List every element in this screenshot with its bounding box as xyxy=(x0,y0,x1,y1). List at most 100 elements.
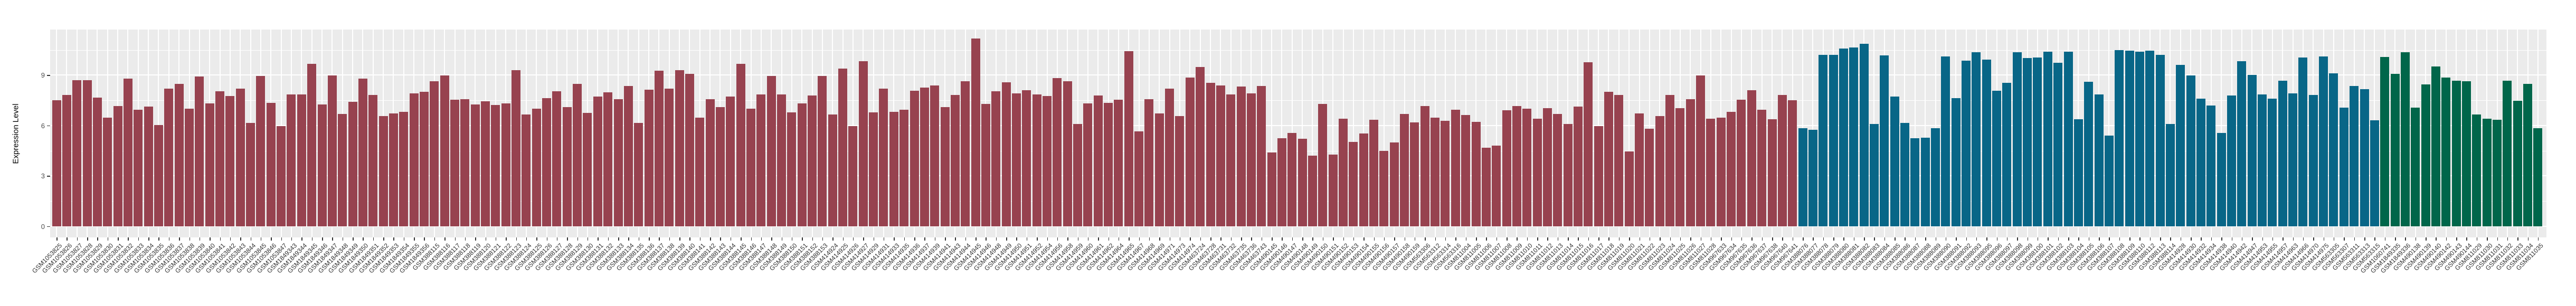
bar-GSM414943 xyxy=(950,94,960,226)
bar-GSM463732 xyxy=(1226,94,1236,226)
gridline-x xyxy=(1332,30,1334,237)
x-tick-mark xyxy=(2415,237,2417,241)
x-tick-mark xyxy=(271,237,272,241)
x-tick-mark xyxy=(291,237,292,241)
bar-GSM490157 xyxy=(1389,142,1399,226)
bar-GSM490153 xyxy=(1349,142,1358,226)
bar-GSM388150 xyxy=(787,112,797,226)
gridline-x xyxy=(1271,30,1273,237)
bar-GSM414967 xyxy=(1134,131,1144,226)
bar-GSM811011 xyxy=(1532,119,1542,226)
x-tick-mark xyxy=(934,237,936,241)
bar-GSM1849347 xyxy=(327,75,337,226)
bar-GSM490149 xyxy=(1308,156,1317,226)
bar-GSM1053841 xyxy=(215,91,224,226)
bar-GSM414952 xyxy=(1032,94,1041,226)
x-tick-mark xyxy=(118,237,119,241)
x-tick-mark xyxy=(894,237,895,241)
bar-GSM811027 xyxy=(1696,75,1705,226)
x-tick-mark xyxy=(873,237,875,241)
x-tick-mark xyxy=(1537,237,1538,241)
bar-GSM414970 xyxy=(2308,94,2318,226)
x-tick-mark xyxy=(986,237,987,241)
x-tick-mark xyxy=(97,237,98,241)
x-tick-mark xyxy=(138,237,139,241)
bar-GSM1060741 xyxy=(2380,56,2390,226)
bar-GSM388105 xyxy=(2084,82,2094,226)
x-tick-mark xyxy=(158,237,159,241)
x-tick-mark xyxy=(1853,237,1855,241)
bar-GSM811023 xyxy=(1655,116,1664,226)
bar-GSM490140 xyxy=(2431,66,2440,226)
x-tick-mark xyxy=(189,237,190,241)
bar-GSM1849349 xyxy=(348,101,357,226)
x-tick-mark xyxy=(628,237,629,241)
bar-GSM388133 xyxy=(613,99,623,226)
x-tick-mark xyxy=(2027,237,2029,241)
bar-GSM414960 xyxy=(1083,103,1093,226)
x-tick-mark xyxy=(1751,237,1753,241)
bar-GSM414954 xyxy=(1043,95,1052,226)
bar-GSM1849345 xyxy=(307,63,317,226)
x-tick-mark xyxy=(1792,237,1794,241)
x-tick-mark xyxy=(250,237,252,241)
x-tick-mark xyxy=(1731,237,1732,241)
x-tick-mark xyxy=(1374,237,1375,241)
gridline-x xyxy=(1495,30,1497,237)
bar-GSM563316 xyxy=(1451,109,1460,226)
gridline-x xyxy=(1383,30,1385,237)
bar-GSM388107 xyxy=(2104,135,2114,226)
x-tick-mark xyxy=(1618,237,1620,241)
x-tick-mark xyxy=(2129,237,2130,241)
bar-GSM388078 xyxy=(1819,55,1828,226)
x-tick-mark xyxy=(2344,237,2345,241)
x-tick-mark xyxy=(1996,237,1997,241)
bar-GSM388141 xyxy=(695,117,705,226)
bar-GSM967637 xyxy=(1757,110,1767,226)
bar-GSM414940 xyxy=(2227,95,2236,226)
gridline-x xyxy=(1925,30,1926,237)
bar-GSM388080 xyxy=(1839,48,1848,226)
bar-GSM1053847 xyxy=(277,126,286,226)
x-tick-mark xyxy=(1108,237,1109,241)
bar-GSM811006 xyxy=(1481,148,1491,226)
bar-GSM967635 xyxy=(1737,100,1746,226)
bar-GSM388138 xyxy=(665,88,674,226)
x-tick-mark xyxy=(1833,237,1834,241)
bar-GSM811005 xyxy=(1471,121,1481,226)
x-tick-mark xyxy=(567,237,568,241)
bar-GSM388127 xyxy=(552,91,562,226)
bar-GSM414968 xyxy=(1144,99,1154,226)
bar-GSM811017 xyxy=(1594,126,1603,226)
bar-GSM388087 xyxy=(1910,138,1920,226)
x-tick-mark xyxy=(2160,237,2161,241)
x-tick-mark xyxy=(434,237,435,241)
bar-GSM811025 xyxy=(1675,108,1685,226)
x-tick-mark xyxy=(373,237,374,241)
gridline-x xyxy=(1352,30,1354,237)
x-tick-mark xyxy=(1435,237,1436,241)
x-tick-mark xyxy=(1312,237,1313,241)
x-tick-mark xyxy=(1639,237,1640,241)
gridline-x xyxy=(1302,30,1303,237)
bar-GSM811024 xyxy=(1665,94,1674,226)
bar-GSM388104 xyxy=(2073,119,2083,226)
bar-GSM490156 xyxy=(1379,151,1389,226)
bar-GSM1053837 xyxy=(174,83,184,226)
y-tick-label: 6 xyxy=(41,121,45,130)
gridline-x xyxy=(1628,30,1630,237)
x-tick-mark xyxy=(260,237,262,241)
bar-GSM388113 xyxy=(2155,54,2165,226)
y-axis-title: Expression Level xyxy=(11,103,21,164)
bar-GSM811022 xyxy=(1645,129,1654,226)
x-tick-mark xyxy=(301,237,302,241)
bar-GSM1053836 xyxy=(164,89,174,226)
gridline-x xyxy=(1281,30,1283,237)
x-tick-mark xyxy=(802,237,803,241)
x-tick-mark xyxy=(128,237,129,241)
x-tick-mark xyxy=(556,237,558,241)
x-tick-mark xyxy=(1935,237,1936,241)
x-tick-mark xyxy=(1404,237,1405,241)
bar-GSM490139 xyxy=(2421,84,2430,226)
